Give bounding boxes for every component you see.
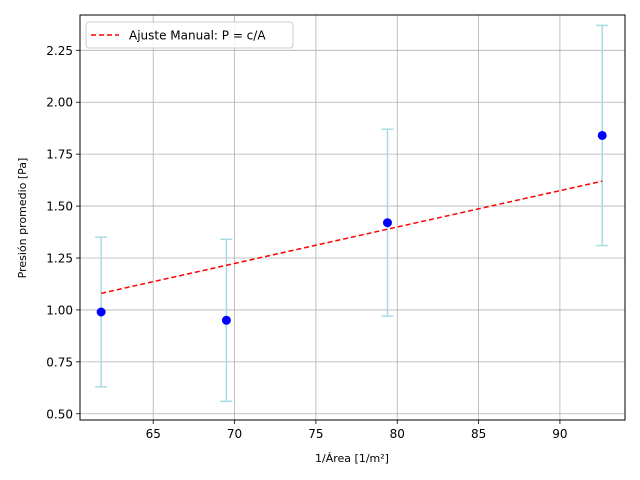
error-bars: [95, 24, 609, 403]
legend-box: [85, 21, 294, 49]
data-points: [96, 130, 607, 325]
x-tick-label: 80: [390, 427, 405, 441]
y-tick-label: 2.00: [46, 96, 73, 110]
data-point: [221, 315, 231, 325]
legend: Ajuste Manual: P = c/A: [85, 21, 294, 49]
x-ticks: 65 70 75 80 85 90: [146, 420, 568, 441]
fit-line: [100, 180, 603, 295]
y-tick-label: 1.75: [46, 148, 73, 162]
grid: [80, 15, 625, 420]
data-point: [382, 218, 392, 228]
y-tick-label: 0.75: [46, 355, 73, 369]
fit-line-group: [100, 180, 603, 295]
y-tick-label: 1.00: [46, 303, 73, 317]
data-point: [597, 130, 607, 140]
legend-fit-label: Ajuste Manual: P = c/A: [129, 29, 266, 43]
data-point: [96, 307, 106, 317]
y-axis-label: Presión promedio [Pa]: [16, 158, 29, 279]
y-tick-label: 0.50: [46, 407, 73, 421]
x-tick-label: 70: [227, 427, 242, 441]
y-tick-label: 1.50: [46, 200, 73, 214]
x-tick-label: 90: [552, 427, 567, 441]
x-tick-label: 65: [146, 427, 161, 441]
x-tick-label: 75: [308, 427, 323, 441]
y-tick-label: 1.25: [46, 252, 73, 266]
plot-frame: [79, 14, 626, 421]
y-ticks: 0.50 0.75 1.00 1.25 1.50 1.75 2.00 2.25: [46, 44, 80, 421]
y-tick-label: 2.25: [46, 44, 73, 58]
x-axis-label: 1/Área [1/m²]: [315, 452, 389, 465]
x-tick-label: 85: [471, 427, 486, 441]
